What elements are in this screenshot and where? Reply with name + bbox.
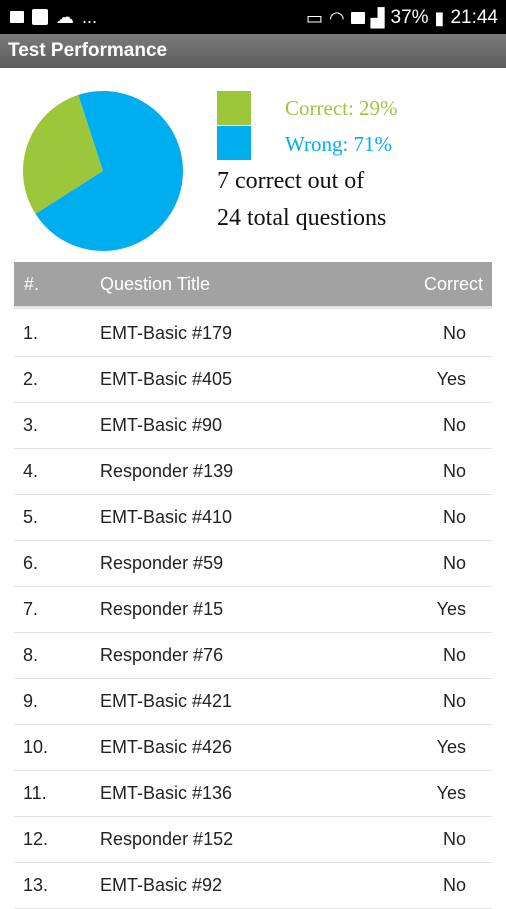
header-question-title: Question Title [100,274,211,294]
table-row[interactable]: 4. Responder #139 No [14,449,492,495]
row-correct: No [442,415,466,435]
row-correct: No [442,645,466,665]
notification-dots: ... [82,7,98,27]
row-correct: Yes [436,737,466,757]
row-number: 7. [23,599,39,619]
pie-slice-correct [22,94,103,214]
row-question-title: EMT-Basic #92 [100,875,223,895]
table-row[interactable]: 8. Responder #76 No [14,633,492,679]
app-bar: Test Performance [0,34,506,68]
table-row[interactable]: 13. EMT-Basic #92 No [14,863,492,909]
table-row[interactable]: 3. EMT-Basic #90 No [14,403,492,449]
row-correct: No [442,829,466,849]
performance-pie-chart [22,90,183,251]
row-question-title: EMT-Basic #421 [100,691,233,711]
signal-icon: ▟ [370,8,385,28]
table-row[interactable]: 11. EMT-Basic #136 Yes [14,771,492,817]
table-row[interactable]: 10. EMT-Basic #426 Yes [14,725,492,771]
battery-icon: ▮ [434,8,445,28]
row-number: 4. [23,461,39,481]
wifi-icon: ◠ [328,8,345,28]
row-question-title: EMT-Basic #179 [100,323,233,343]
row-correct: No [442,875,466,895]
row-question-title: Responder #15 [100,599,224,619]
row-number: 5. [23,507,39,527]
row-number: 10. [23,737,49,757]
cast-icon: ▭ [305,8,323,28]
row-number: 8. [23,645,39,665]
page-title: Test Performance [8,40,168,61]
row-question-title: EMT-Basic #136 [100,783,233,803]
status-bar: ☁ ... ▭ ◠ ▟ 37% ▮ 21:44 [0,0,506,34]
battery-percent: 37% [390,7,429,28]
row-number: 3. [23,415,39,435]
row-question-title: EMT-Basic #90 [100,415,223,435]
table-row[interactable]: 7. Responder #15 Yes [14,587,492,633]
legend-label-wrong: Wrong: 71% [285,132,393,156]
chat-icon: ☁ [56,7,74,27]
row-correct: No [442,507,466,527]
row-number: 9. [23,691,39,711]
status-bar-left: ☁ ... [10,8,97,26]
row-question-title: EMT-Basic #410 [100,507,233,527]
row-number: 2. [23,369,39,389]
legend-swatch-correct [217,91,251,125]
clock: 21:44 [450,7,498,28]
header-correct: Correct [423,274,483,294]
row-correct: No [442,461,466,481]
row-correct: No [442,553,466,573]
gallery-icon [10,11,24,23]
row-question-title: Responder #139 [100,461,234,481]
table-row[interactable]: 9. EMT-Basic #421 No [14,679,492,725]
row-correct: No [442,691,466,711]
header-number: #. [24,274,40,294]
status-bar-right: ▭ ◠ ▟ 37% ▮ 21:44 [306,7,498,29]
row-number: 11. [23,783,47,803]
pie-slice-wrong [35,90,183,251]
row-correct: Yes [436,369,466,389]
legend-label-correct: Correct: 29% [285,96,398,120]
row-correct: Yes [436,783,466,803]
row-question-title: Responder #59 [100,553,224,573]
legend-swatch-wrong [217,126,251,160]
row-correct: No [442,323,466,343]
row-number: 6. [23,553,39,573]
row-number: 12. [23,829,49,849]
table-row[interactable]: 5. EMT-Basic #410 No [14,495,492,541]
row-number: 1. [23,323,39,343]
table-row[interactable]: 2. EMT-Basic #405 Yes [14,357,492,403]
row-question-title: Responder #152 [100,829,234,849]
summary-line-2: 24 total questions [217,205,387,231]
sim-icon [350,12,365,24]
row-correct: Yes [436,599,466,619]
row-question-title: EMT-Basic #405 [100,369,233,389]
table-row[interactable]: 6. Responder #59 No [14,541,492,587]
facebook-icon [32,9,48,25]
summary-line-1: 7 correct out of [217,168,365,194]
table-row[interactable]: 1. EMT-Basic #179 No [14,311,492,357]
question-list: 1. EMT-Basic #179 No 2. EMT-Basic #405 Yes 3. E… [14,311,492,909]
row-question-title: EMT-Basic #426 [100,737,233,757]
row-question-title: Responder #76 [100,645,224,665]
table-row[interactable]: 12. Responder #152 No [14,817,492,863]
table-header: #. Question Title Correct [14,262,492,306]
row-number: 13. [23,875,49,895]
